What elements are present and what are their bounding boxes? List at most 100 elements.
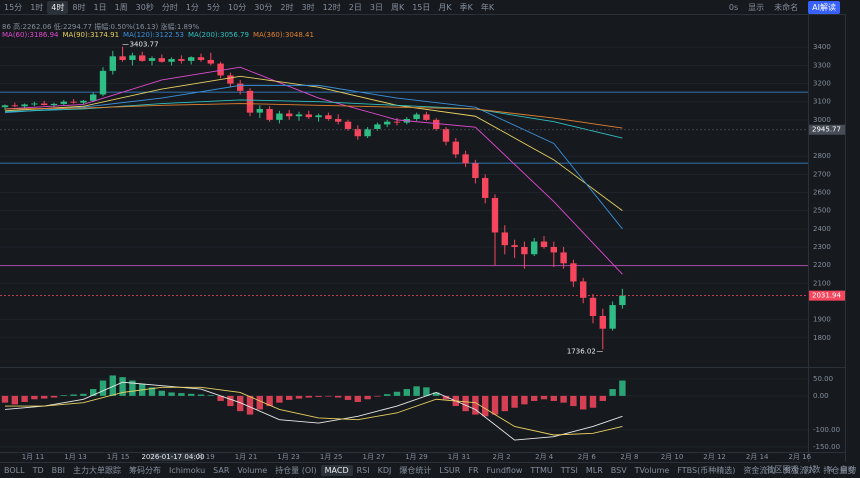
ma-legend-item: MA(60):3186.94 [2,31,59,39]
y-tick-label: 50.00 [813,375,833,383]
indicator-option[interactable]: 对数 [804,465,821,474]
interval-button[interactable]: 30秒 [135,2,154,12]
indicator-option[interactable]: 自动 [840,465,856,474]
indicator-tab[interactable]: BBI [51,466,65,475]
candle-body [217,63,224,76]
x-tick-label: 2月 8 [620,453,638,461]
interval-button[interactable]: 月K [438,2,452,12]
indicator-tab[interactable]: 爆仓统计 [399,466,432,475]
indicator-tab[interactable]: 持仓量 (OI) [275,466,317,475]
indicator-tab[interactable]: 筹码分布 [128,466,161,475]
candle-body [197,57,205,60]
interval-button[interactable]: 30分 [254,2,273,12]
interval-button[interactable]: 1时 [30,2,44,12]
interval-button[interactable]: 年K [480,2,495,12]
candle-body [364,128,371,137]
indicator-tab[interactable]: LSUR [439,466,461,475]
low-label: 1736.02 [567,347,596,355]
indicator-tab[interactable]: FR [468,466,479,475]
interval-button[interactable]: 1日 [93,2,107,12]
y-tick-label: 2300 [813,243,831,251]
interval-button[interactable]: 3日 [369,2,383,12]
indicator-tab[interactable]: KDJ [377,466,392,475]
macd-bar [70,394,77,396]
macd-bar [168,392,175,396]
macd-bar [80,393,87,396]
x-tick-label: 1月 15 [107,453,130,461]
indicator-tab[interactable]: Fundflow [486,466,523,475]
interval-button[interactable]: 2时 [280,2,294,12]
y-tick-label: -100.00 [813,426,840,434]
candle-body [599,315,606,329]
macd-bar [393,391,401,396]
interval-button[interactable]: 分时 [161,2,178,12]
interval-button[interactable]: 2日 [348,2,362,12]
indicator-tab[interactable]: 主力大单跟踪 [72,466,121,475]
indicator-tab[interactable]: TVolume [634,466,670,475]
interval-button[interactable]: 8时 [72,2,86,12]
interval-button[interactable]: 周K [390,2,405,12]
candle-body [21,104,28,107]
indicator-tab[interactable]: FTBS(币种精选) [677,466,736,475]
indicator-tab[interactable]: SAR [213,466,230,475]
indicator-tab[interactable]: BOLL [4,466,25,475]
indicator-line [4,66,623,275]
interval-button[interactable]: 15分 [4,2,23,12]
indicator-tab[interactable]: 持仓量变 [823,466,856,475]
interval-button[interactable]: 12时 [322,2,341,12]
indicator-tab[interactable]: TTSI [560,466,578,475]
macd-bar [41,395,48,399]
x-tick-label: 1月 13 [64,453,87,461]
indicator-tab[interactable]: 资金流向 [743,466,776,475]
y-tick-label: 2200 [813,261,831,269]
indicator-tab[interactable]: RSI [356,466,370,475]
interval-button[interactable]: 1周 [114,2,128,12]
x-tick-label: 1月 27 [363,453,386,461]
y-tick-label: 2700 [813,170,831,178]
indicator-tab[interactable]: 资金流入 [783,466,816,475]
interval-button[interactable]: 3时 [301,2,315,12]
chart: 1800 1900 2100 2200 2300 2400 2500 2600 2700 2800… [0,14,846,462]
interval-button[interactable]: 10分 [228,2,247,12]
x-tick-label: 2月 12 [703,453,726,461]
indicator-tab[interactable]: Volume [237,466,268,475]
macd-bar [531,395,538,401]
candle-body [423,114,430,120]
toolbar-button[interactable]: AI解读 [808,0,840,14]
indicator-option[interactable]: 社区围观 [766,465,799,474]
macd-bar [178,393,185,396]
interval-button[interactable]: 5分 [206,2,221,12]
indicator-tab[interactable]: Ichimoku [168,466,206,475]
macd-bar [403,389,410,396]
toolbar-button[interactable]: 显示 [748,2,765,12]
x-tick-label: 2月 2 [493,453,511,461]
indicator-option[interactable]: % [826,465,834,474]
macd-bar [521,395,528,405]
candle-body [491,197,499,233]
toolbar-button[interactable]: 0s [728,2,739,12]
macd-bar [501,395,508,412]
crosshair-time-bg [150,452,196,461]
indicator-tab[interactable]: BSV [610,466,627,475]
candle-body [168,59,175,62]
indicator-tab[interactable]: TTMU [530,466,553,475]
y-tick-label: 2500 [813,207,831,215]
candle-body [188,57,195,61]
candle-body [139,55,146,61]
interval-button[interactable]: 1分 [185,2,199,12]
indicator-tab[interactable]: MLR [585,466,603,475]
indicator-tab[interactable]: MACD [320,465,353,476]
candle-body [178,59,185,61]
candle-body [413,114,420,119]
interval-button[interactable]: 15日 [412,2,431,12]
toolbar-button[interactable]: 未命名 [774,2,799,12]
indicator-tab[interactable]: TD [32,466,44,475]
macd-bar [433,392,440,396]
candle-body [119,56,126,60]
ma-legend: MA(60):3186.94 MA(90):3174.91 MA(120):3122… [2,31,318,39]
macd-bar [580,395,587,410]
ma-legend-item: MA(360):3048.41 [252,31,314,39]
interval-button[interactable]: 4时 [47,0,69,14]
macd-bar [482,395,489,417]
interval-button[interactable]: 季K [459,2,473,12]
